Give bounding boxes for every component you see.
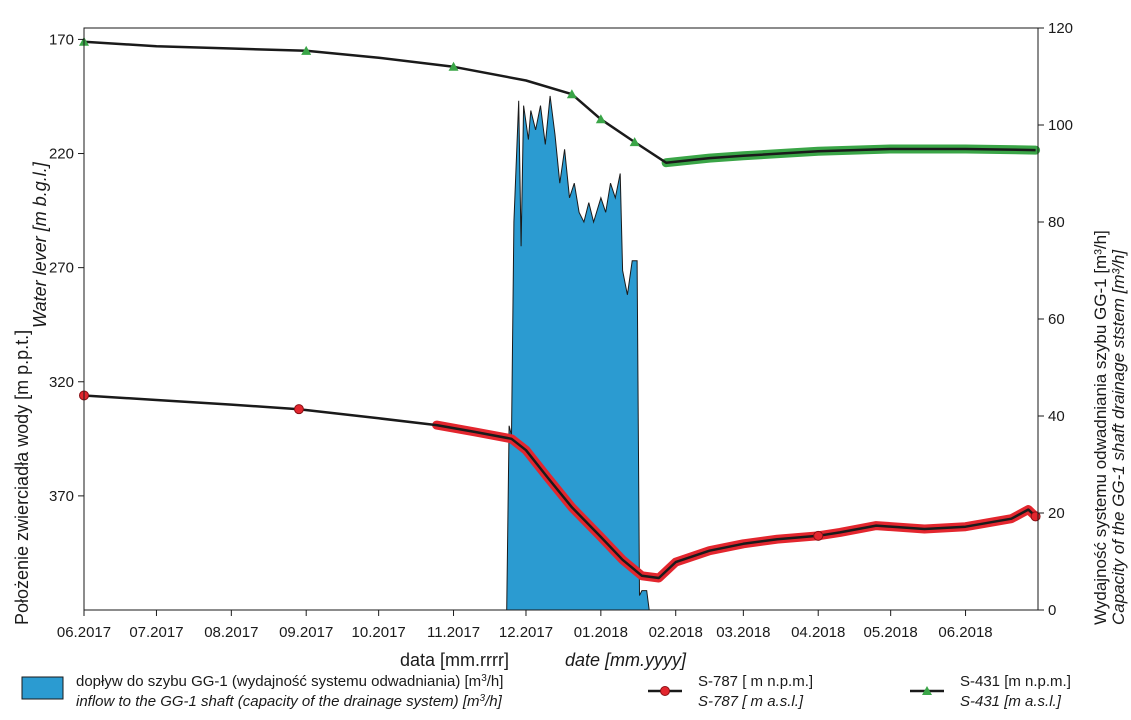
y-right-label-en: Capacity of the GG-1 shaft drainage stst…: [1109, 249, 1128, 625]
s431-marker: [629, 137, 640, 147]
x-tick-label: 01.2018: [574, 624, 628, 641]
s787-marker: [293, 404, 304, 415]
y-right-tick-label: 100: [1048, 117, 1073, 134]
legend-s787-pl: S-787 [ m n.p.m.]: [698, 673, 813, 690]
legend-marker-s787: [660, 686, 670, 696]
s431-marker: [595, 114, 606, 124]
x-tick-label: 02.2018: [649, 624, 703, 641]
x-tick-label: 07.2017: [129, 624, 183, 641]
x-tick-label: 11.2017: [427, 624, 480, 641]
x-tick-label: 10.2017: [352, 624, 406, 641]
y-left-label-en: Water lever [m b.g.l.]: [30, 161, 50, 328]
y-right-tick-label: 0: [1048, 602, 1056, 619]
legend-inflow-en: inflow to the GG-1 shaft (capacity of th…: [76, 693, 503, 710]
x-tick-label: 06.2017: [57, 624, 111, 641]
s431-marker: [448, 61, 459, 71]
x-tick-label: 03.2018: [716, 624, 770, 641]
axis-labels: data [mm.rrrr] date [mm.yyyy] Położenie …: [12, 161, 1128, 670]
y-left-label-pl: Położenie zwierciadła wody [m p.p.t.]: [12, 330, 32, 625]
y-left-tick-label: 270: [49, 260, 74, 277]
legend-swatch-inflow: [21, 676, 64, 700]
legend-marker-s431: [922, 686, 932, 695]
tick-labels: 06.2017 07.2017 08.2017 09.2017 10.2017 11.20…: [49, 20, 1073, 641]
x-tick-label: 09.2017: [279, 624, 333, 641]
x-tick-label: 04.2018: [791, 624, 845, 641]
y-left-tick-label: 320: [49, 374, 74, 391]
axes: [78, 27, 1044, 616]
legend-inflow-pl: dopływ do szybu GG-1 (wydajność systemu …: [76, 673, 503, 690]
inflow-area: [506, 95, 650, 611]
x-tick-label: 06.2018: [938, 624, 992, 641]
y-right-label-pl: Wydajność systemu odwadniania szybu GG-1…: [1091, 230, 1110, 625]
y-right-tick-label: 60: [1048, 311, 1065, 328]
x-tick-label: 05.2018: [864, 624, 918, 641]
y-right-tick-label: 80: [1048, 214, 1065, 231]
plot-area: [79, 36, 1041, 611]
s787-line: [83, 394, 1037, 580]
s431-marker: [301, 45, 312, 55]
y-left-tick-label: 170: [49, 31, 74, 48]
y-right-tick-label: 120: [1048, 20, 1073, 37]
y-right-tick-label: 40: [1048, 408, 1065, 425]
y-right-tick-label: 20: [1048, 505, 1065, 522]
x-axis-label-pl: data [mm.rrrr]: [400, 650, 509, 670]
legend-s787-en: S-787 [ m a.s.l.]: [698, 693, 804, 710]
s431-marker: [566, 89, 577, 99]
s787-marker: [813, 530, 824, 541]
y-left-tick-label: 370: [49, 488, 74, 505]
x-tick-label: 12.2017: [499, 624, 553, 641]
legend-s431-pl: S-431 [m n.p.m.]: [960, 673, 1071, 690]
x-tick-label: 08.2017: [204, 624, 258, 641]
x-axis-label-en: date [mm.yyyy]: [565, 650, 687, 670]
legend: dopływ do szybu GG-1 (wydajność systemu …: [21, 673, 1071, 710]
y-left-tick-label: 220: [49, 146, 74, 163]
legend-s431-en: S-431 [m a.s.l.]: [960, 693, 1062, 710]
